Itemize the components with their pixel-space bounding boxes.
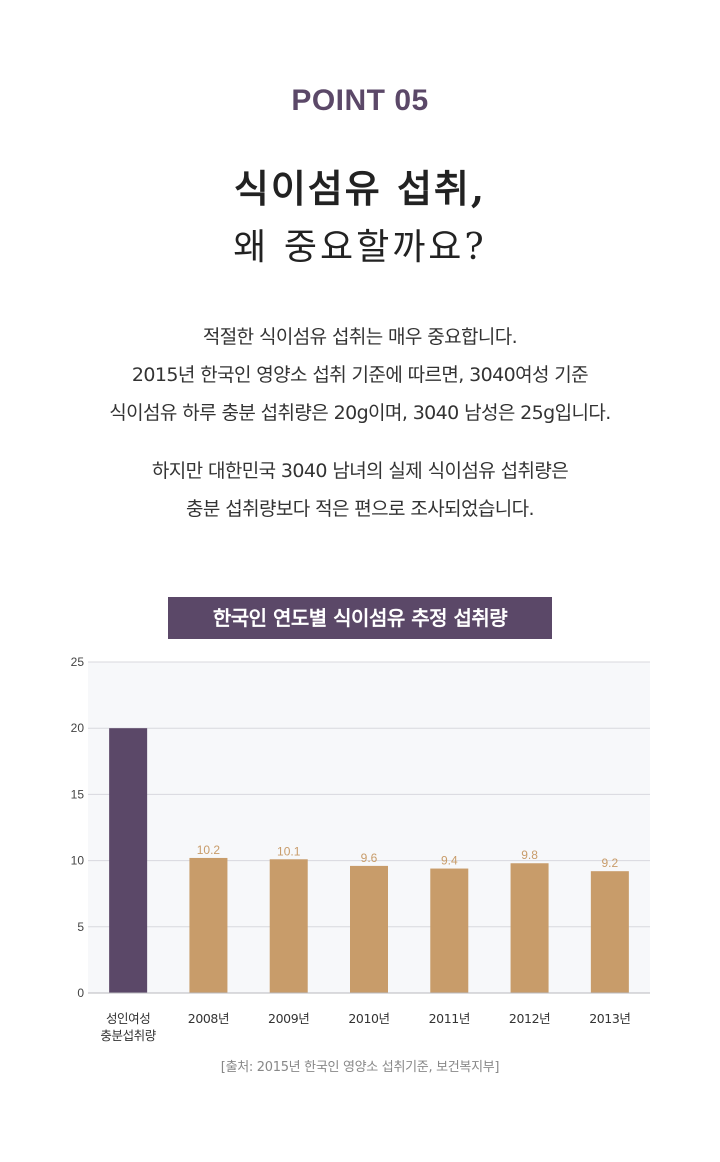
intro-line: 충분 섭취량보다 적은 편으로 조사되었습니다. — [186, 498, 535, 520]
source-note: [출처: 2015년 한국인 영양소 섭취기준, 보건복지부] — [220, 1060, 500, 1075]
y-tick-label: 10 — [71, 854, 85, 868]
bar — [350, 865, 388, 993]
y-tick-label: 5 — [77, 920, 84, 934]
bar — [109, 728, 148, 993]
x-tick-label: 2012년 — [509, 1011, 550, 1026]
y-tick-label: 25 — [71, 655, 85, 669]
data-label: 9.6 — [361, 851, 378, 865]
y-tick-label: 20 — [71, 721, 85, 735]
data-label: 9.4 — [441, 854, 458, 868]
bar — [269, 859, 308, 993]
chart-title: 한국인 연도별 식이섬유 추정 섭취량 — [168, 597, 552, 639]
x-tick-label: 성인여성 — [106, 1011, 150, 1026]
bar — [189, 857, 228, 993]
point-label: POINT 05 — [291, 84, 429, 117]
intro-paragraph: 적절한 식이섬유 섭취는 매우 중요합니다. 2015년 한국인 영양소 섭취 … — [0, 318, 720, 432]
page-subtitle: 왜 중요할까요? — [233, 227, 487, 268]
x-tick-label: 2010년 — [348, 1011, 389, 1026]
y-tick-label: 15 — [71, 787, 85, 801]
intro-line: 하지만 대한민국 3040 남녀의 실제 식이섬유 섭취량은 — [151, 460, 569, 482]
data-label: 10.2 — [197, 843, 221, 857]
bar — [510, 863, 549, 993]
bar — [590, 871, 629, 993]
data-label: 10.1 — [277, 844, 301, 858]
intro-line: 적절한 식이섬유 섭취는 매우 중요합니다. — [202, 326, 518, 348]
x-tick-label: 2013년 — [589, 1011, 630, 1026]
page-title: 식이섬유 섭취, — [233, 166, 487, 211]
intro-line: 식이섬유 하루 충분 섭취량은 20g이며, 3040 남성은 25g입니다. — [109, 402, 611, 424]
intro-line: 2015년 한국인 영양소 섭취 기준에 따르면, 3040여성 기준 — [131, 364, 589, 386]
x-tick-label: 2011년 — [429, 1011, 470, 1026]
intro-paragraph-2: 하지만 대한민국 3040 남녀의 실제 식이섬유 섭취량은 충분 섭취량보다 … — [0, 452, 720, 528]
x-tick-label: 2008년 — [188, 1011, 229, 1026]
data-label: 9.2 — [602, 856, 619, 870]
y-tick-label: 0 — [77, 986, 84, 1000]
data-label: 9.8 — [521, 848, 538, 862]
x-tick-label: 2009년 — [268, 1011, 309, 1026]
x-tick-label: 충분섭취량 — [100, 1028, 156, 1043]
bar — [430, 868, 469, 993]
